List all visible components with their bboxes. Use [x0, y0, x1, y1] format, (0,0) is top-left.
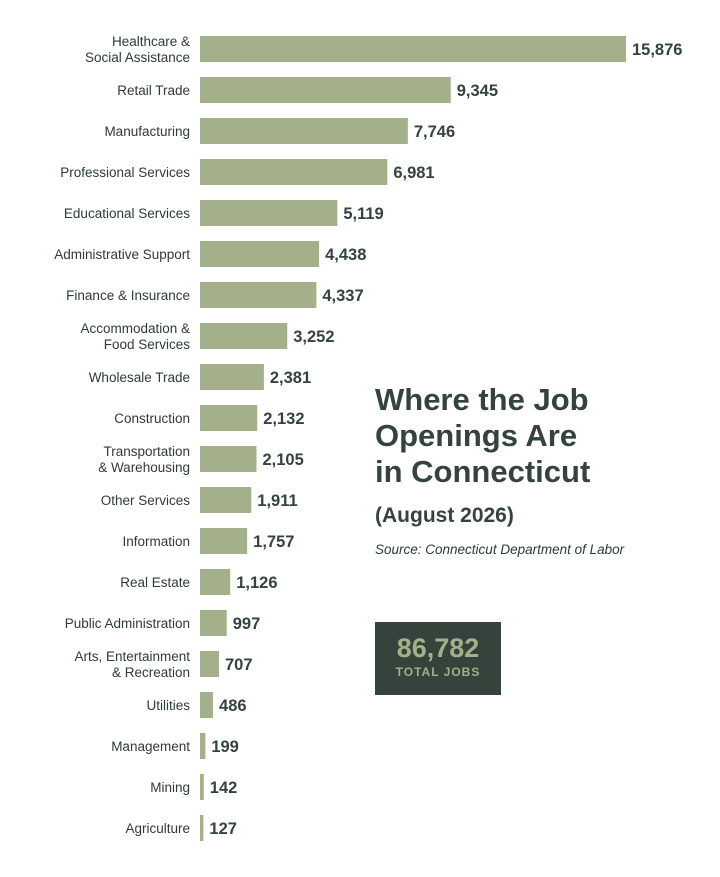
value-label: 2,105 [262, 451, 303, 469]
value-label: 127 [209, 820, 237, 838]
value-label: 5,119 [343, 205, 383, 223]
source-note: Source: Connecticut Department of Labor [375, 542, 625, 557]
bar [200, 692, 214, 718]
bar [200, 487, 252, 513]
value-label: 1,911 [257, 492, 297, 510]
bar [200, 36, 626, 62]
title-block: Where the Job Openings Are in Connecticu… [375, 382, 705, 557]
value-label: 199 [211, 738, 239, 756]
category-label: Public Administration [65, 616, 190, 631]
value-label: 997 [233, 615, 261, 633]
value-label: 142 [210, 779, 238, 797]
value-label: 2,132 [263, 410, 304, 428]
category-label: Arts, Entertainment & Recreation [74, 649, 190, 680]
category-label: Construction [114, 411, 190, 426]
category-label: Other Services [101, 493, 191, 508]
value-label: 6,981 [393, 164, 434, 182]
category-label: Mining [150, 780, 190, 795]
value-label: 486 [219, 697, 247, 715]
bar [200, 569, 231, 595]
bar [200, 200, 338, 226]
chart-title: Where the Job Openings Are in Connecticu… [375, 382, 591, 489]
bar [200, 405, 258, 431]
category-label: Professional Services [60, 165, 190, 180]
bar [200, 241, 320, 267]
category-label: Manufacturing [104, 124, 190, 139]
total-jobs-value: 86,782 [396, 633, 480, 663]
total-jobs-box: 86,782 TOTAL JOBS [375, 622, 501, 695]
category-label: Utilities [146, 698, 190, 713]
category-label: Administrative Support [54, 247, 190, 262]
bar [200, 651, 219, 677]
bar [200, 446, 257, 472]
bar [200, 118, 408, 144]
bar [200, 323, 288, 349]
value-label: 4,438 [325, 246, 366, 264]
bar [200, 733, 206, 759]
value-label: 15,876 [632, 41, 682, 59]
category-label: Wholesale Trade [89, 370, 190, 385]
value-label: 2,381 [270, 369, 311, 387]
value-label: 4,337 [322, 287, 363, 305]
category-label: Management [111, 739, 190, 754]
value-label: 1,757 [253, 533, 294, 551]
bar [200, 815, 204, 841]
category-label: Educational Services [64, 206, 190, 221]
category-label: Healthcare & Social Assistance [85, 34, 190, 65]
category-label: Retail Trade [117, 83, 190, 98]
bar [200, 159, 388, 185]
bar [200, 77, 451, 103]
value-label: 1,126 [236, 574, 277, 592]
value-label: 9,345 [457, 82, 498, 100]
bar [200, 282, 317, 308]
total-jobs-label: TOTAL JOBS [395, 665, 481, 679]
value-label: 707 [225, 656, 253, 674]
bar [200, 528, 248, 554]
chart-subtitle: (August 2026) [375, 504, 514, 527]
category-label: Finance & Insurance [66, 288, 190, 303]
bar [200, 774, 204, 800]
category-label: Agriculture [125, 821, 190, 836]
value-label: 3,252 [293, 328, 334, 346]
category-label: Transportation & Warehousing [98, 444, 190, 475]
category-label: Accommodation & Food Services [80, 321, 190, 352]
category-label: Information [122, 534, 190, 549]
value-label: 7,746 [414, 123, 455, 141]
category-label: Real Estate [120, 575, 190, 590]
bar [200, 364, 264, 390]
bar [200, 610, 227, 636]
